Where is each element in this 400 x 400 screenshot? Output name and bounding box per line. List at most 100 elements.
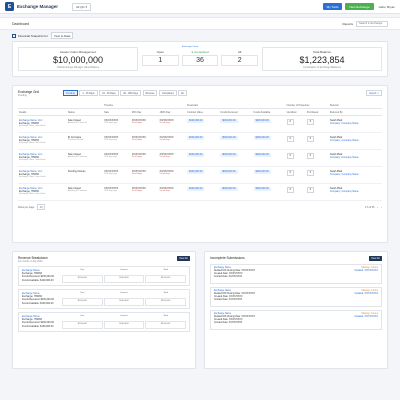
revenue-grid-value: $100,000 [62, 275, 103, 283]
table-row[interactable]: Exchange Name, LLC Exchange: 789456 Exchan… [18, 183, 382, 201]
status-text: Sale Closed [67, 186, 81, 190]
exchange-officer: Exchange Officer: Jane Smith [19, 141, 46, 144]
next-page-icon[interactable]: › [381, 205, 382, 209]
filter-chip[interactable]: Completed [158, 90, 177, 96]
submission-item[interactable]: Exchange Name Related IRS Closing Date: X… [210, 263, 382, 284]
search-input[interactable] [356, 20, 388, 27]
exchange-officer: Exchange Officer: Jane Smith [19, 124, 46, 127]
missing-items: Missing: 4 items [361, 289, 378, 292]
money-cell: $000,000.00 [186, 183, 220, 201]
money-pill: $000,000.00 [187, 118, 205, 123]
status-sub: Purchase Closed [67, 138, 84, 141]
referrer-company[interactable]: Company: Company Name [329, 155, 359, 159]
details-cell: Exchange Name, LLC Exchange: 789456 Exchan… [18, 132, 67, 150]
date-value: XX/XX/XXXX [159, 135, 174, 139]
revenue-item-details: Exchange Name Exchange: 789456 Funds Recei… [22, 269, 62, 283]
filter-chip[interactable]: Pending [63, 90, 78, 96]
money-cell: $000,000.00 [252, 115, 286, 133]
revenue-grid-header: Interest [120, 315, 128, 317]
submission-exchange-name[interactable]: Exchange Name [214, 312, 231, 315]
all-stat[interactable]: All 2 [221, 50, 259, 71]
export-button[interactable]: Export ⇩ [366, 90, 382, 96]
exchange-name-link[interactable]: Exchange Name, LLC [19, 186, 43, 190]
submission-exchange-name[interactable]: Exchange Name [214, 289, 231, 292]
exchange-name-link[interactable]: Exchange Name, LLC [19, 135, 43, 139]
submission-details: Exchange Name Related IRS Closing Date: X… [214, 290, 255, 304]
user-greeting[interactable]: Hello, Bryan [378, 4, 395, 9]
table-row[interactable]: Exchange Name, LLC Exchange: 789456 Exchan… [18, 115, 382, 133]
revenue-item[interactable]: Exchange Name Exchange: 789456 Funds Recei… [18, 312, 190, 332]
exchange-id: Exchange: 789456 [19, 172, 39, 176]
table-row[interactable]: Exchange Name, LLC Exchange: 789456 Exchan… [18, 132, 382, 150]
status-text: ID Complete [67, 135, 82, 139]
revenue-grid: Fee Interest Total $100,000 $100,000 $100,000 [62, 315, 186, 329]
submission-line: Related IRS Closing Date: XX/XX/XXXX [214, 315, 255, 318]
date-value: XX/XX/XXXX [131, 118, 146, 122]
revenue-grid-header: Total [163, 269, 168, 271]
date-value: XX/XX/XXXX [104, 118, 119, 122]
referral-cell: Sarah Plaid Company: Company Name [328, 149, 382, 167]
incomplete-panel: Incomplete Submissions View All Exchange… [204, 251, 388, 369]
revenue-exchange-name[interactable]: Exchange Name [22, 269, 40, 272]
revenue-grid-value: $100,000 [103, 321, 145, 329]
table-row[interactable]: Exchange Name, LLC Exchange: 789456 Exchan… [18, 149, 382, 167]
referrer-company[interactable]: Company: Company Name [329, 172, 359, 176]
money-cell: $000,000.00 [186, 132, 220, 150]
app-logo: E [5, 2, 14, 11]
revenue-subtitle: For month of July 2020 [18, 260, 43, 263]
referrer-company[interactable]: Company: Company Name [329, 189, 359, 193]
prev-page-icon[interactable]: ‹ [377, 205, 379, 209]
property-count-cell: 0 [305, 183, 329, 201]
referrer-name: Sarah Plaid [329, 135, 343, 139]
referrer-company[interactable]: Company: Company Name [329, 121, 359, 125]
status-sub: Awaiting ID Purchase [67, 155, 87, 158]
rows-per-page-select[interactable]: 10 [36, 204, 46, 210]
my-tools-button[interactable]: My Tools [322, 3, 343, 10]
table-row[interactable]: Exchange Name, LLC Exchange: 789456 Exchan… [18, 166, 382, 184]
property-count: 0 [306, 135, 315, 142]
date-cell: XX/XX/XXXX XXX days ago [103, 183, 131, 201]
revenue-item[interactable]: Exchange Name Exchange: 789456 Funds Recei… [18, 289, 190, 309]
revenue-grid-value: $100,000 [103, 275, 145, 283]
period-selector[interactable]: Year to Date [50, 32, 74, 39]
completed-stat[interactable]: ● Completed 36 [181, 50, 219, 71]
revenue-exchange-name[interactable]: Exchange Name [22, 315, 40, 318]
revenue-exchange-name[interactable]: Exchange Name [22, 292, 40, 295]
open-label: Open [156, 50, 164, 54]
money-cell: $000,000.00 [252, 183, 286, 201]
revenue-view-all-button[interactable]: View All [176, 256, 190, 261]
referral-cell: Sarah Plaid Company: Company Name [328, 132, 382, 150]
status-cell: Pending Closure [66, 166, 104, 184]
submission-item[interactable]: Exchange Name Related IRS Closing Date: X… [210, 286, 382, 307]
money-pill: $000,000.00 [187, 135, 205, 140]
property-count-cell: 0 [285, 149, 306, 167]
property-count: 0 [286, 169, 295, 176]
incomplete-view-all-button[interactable]: View All [368, 256, 382, 261]
property-count-cell: 0 [285, 183, 306, 201]
date-sub: XXX days ago [104, 121, 117, 124]
qi-selector[interactable]: All Qls ▾ [72, 2, 92, 11]
filter-chip[interactable]: 46 - 180 Days [120, 90, 142, 96]
property-count: 0 [306, 169, 315, 176]
revenue-item[interactable]: Exchange Name Exchange: 789456 Funds Recei… [18, 266, 190, 286]
submission-line: Created Date: XX/XX/XXXX [214, 319, 243, 321]
updated-date: Updated: XX/XX/XXXX [354, 315, 379, 318]
referrer-company[interactable]: Company: Company Name [329, 138, 359, 142]
date-value: XX/XX/XXXX [104, 186, 119, 190]
filter-chip[interactable]: All [178, 90, 187, 96]
filter-chip[interactable]: 16 - 45 Days [99, 90, 119, 96]
revenue-grid-header: Total [163, 315, 168, 317]
filter-chip[interactable]: Reverse [142, 90, 158, 96]
filter-chip[interactable]: 1 - 15 Days [79, 90, 98, 96]
revenue-grid-value: $100,000 [103, 298, 145, 306]
reports-link[interactable]: Reports [342, 21, 353, 26]
exchange-name-link[interactable]: Exchange Name, LLC [19, 152, 43, 156]
submission-item[interactable]: Exchange Name Related IRS Closing Date: X… [210, 309, 382, 330]
exchange-name-link[interactable]: Exchange Name, LLC [19, 169, 43, 173]
new-exchange-button[interactable]: New Exchange [345, 3, 374, 10]
money-pill: $000,000.00 [253, 135, 271, 140]
exchange-name-link[interactable]: Exchange Name, LLC [19, 118, 43, 122]
date-sub: Xx left days [159, 189, 170, 192]
open-stat[interactable]: Open 1 [142, 50, 179, 71]
submission-exchange-name[interactable]: Exchange Name [214, 266, 231, 269]
